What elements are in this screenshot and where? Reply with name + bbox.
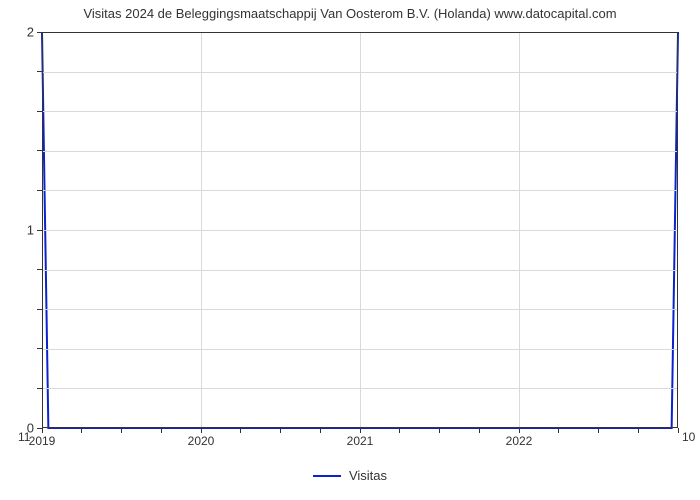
x-axis-tick-mark [479, 428, 480, 433]
x-axis-tick-mark [678, 428, 679, 433]
x-axis-tick-mark [42, 428, 43, 433]
x-axis-tick-mark [161, 428, 162, 433]
y-axis-tick-mark [37, 309, 42, 310]
legend-swatch [313, 475, 341, 477]
x-axis-tick-mark [201, 428, 202, 433]
x-axis-tick-mark [439, 428, 440, 433]
y-axis-tick-mark [37, 150, 42, 151]
axis-border [677, 32, 678, 428]
y-axis-tick-mark [37, 269, 42, 270]
y-axis-tick-label: 1 [27, 223, 34, 238]
corner-label-right: 10 [682, 430, 695, 444]
x-axis-tick-mark [638, 428, 639, 433]
x-axis-tick-label: 2021 [347, 434, 374, 448]
x-axis-tick-mark [519, 428, 520, 433]
axis-border [42, 32, 678, 33]
chart-title: Visitas 2024 de Beleggingsmaatschappij V… [0, 6, 700, 21]
x-axis-tick-mark [399, 428, 400, 433]
x-axis-tick-mark [558, 428, 559, 433]
gridline-vertical [201, 32, 202, 428]
x-axis-tick-mark [320, 428, 321, 433]
gridline-vertical [360, 32, 361, 428]
corner-label-left: 11 [18, 430, 30, 444]
y-axis-tick-mark [37, 388, 42, 389]
y-axis-tick-label: 2 [27, 25, 34, 40]
y-axis-tick-mark [37, 32, 42, 33]
x-axis-tick-label: 2019 [29, 434, 56, 448]
gridline-vertical [519, 32, 520, 428]
y-axis-tick-mark [37, 190, 42, 191]
chart-container: Visitas 2024 de Beleggingsmaatschappij V… [0, 0, 700, 500]
plot-area: 0122019202020212022 [42, 32, 678, 428]
y-axis-tick-mark [37, 111, 42, 112]
y-axis-tick-mark [37, 230, 42, 231]
x-axis-tick-mark [360, 428, 361, 433]
legend-label: Visitas [349, 468, 387, 483]
x-axis-tick-label: 2022 [506, 434, 533, 448]
x-axis-tick-mark [280, 428, 281, 433]
x-axis-tick-mark [598, 428, 599, 433]
legend: Visitas [0, 468, 700, 483]
x-axis-tick-label: 2020 [188, 434, 215, 448]
y-axis-tick-mark [37, 71, 42, 72]
x-axis-tick-mark [81, 428, 82, 433]
axis-border [42, 32, 43, 428]
x-axis-tick-mark [240, 428, 241, 433]
x-axis-tick-mark [121, 428, 122, 433]
y-axis-tick-mark [37, 348, 42, 349]
